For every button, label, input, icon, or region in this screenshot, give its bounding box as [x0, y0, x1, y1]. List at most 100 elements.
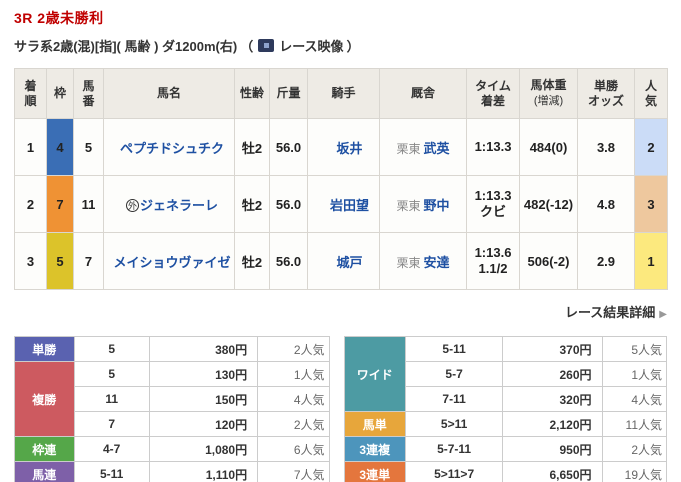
race-video-link[interactable]: レース映像 [279, 39, 344, 54]
payout-popularity: 6人気 [257, 436, 330, 462]
horse-name-cell: 外ジェネラーレ [103, 175, 235, 233]
finish-position: 2 [14, 175, 47, 233]
column-header: 着順 [14, 68, 47, 119]
payout-combination: 5 [73, 361, 150, 387]
body-weight: 506(-2) [519, 232, 578, 290]
jockey-cell: 坂井 [307, 118, 380, 176]
chevron-right-icon: ▶ [659, 309, 667, 320]
horse-name-link[interactable]: メイショウヴァイゼ [113, 254, 231, 270]
payout-amount: 380円 [148, 336, 259, 362]
horse-name-cell: ペプチドシュチク [103, 118, 235, 176]
horse-number: 5 [73, 118, 104, 176]
stable-region: 栗東 [396, 141, 421, 156]
payout-amount: 950円 [502, 436, 603, 462]
payout-combination: 5>11>7 [404, 461, 504, 482]
column-header: 馬体重 (増減) [519, 68, 578, 119]
video-icon[interactable] [258, 39, 275, 52]
column-header: 馬名 [103, 68, 235, 119]
bet-type-label: 3連複 [343, 436, 406, 462]
payout-row: 複勝 5 130円 1人気 [14, 361, 330, 437]
column-header: 人気 [634, 68, 668, 119]
race-conditions-text: サラ系2歳(混)[指]( 馬齢 ) ダ1200m(右) [14, 39, 238, 54]
payout-popularity: 1人気 [601, 361, 668, 387]
column-header: 斤量 [269, 68, 308, 119]
payout-amount: 370円 [502, 336, 603, 362]
payout-popularity: 1人気 [257, 361, 330, 387]
horse-name-link[interactable]: ペプチドシュチク [119, 140, 224, 156]
payout-combination: 11 [73, 386, 150, 412]
detail-link-row: レース結果詳細 ▶ [14, 302, 667, 322]
horse-name-link[interactable]: ジェネラーレ [139, 197, 218, 213]
column-header: 馬番 [73, 68, 104, 119]
table-row: 2 7 11 外ジェネラーレ 牡2 56.0 岩田望 栗東 野中 1:13.3 クビ 482(-12)… [14, 175, 668, 233]
horse-number: 11 [73, 175, 104, 233]
jockey-link[interactable]: 岩田望 [329, 197, 369, 213]
foreign-horse-mark: 外 [125, 198, 139, 212]
payout-amount: 120円 [148, 411, 259, 437]
payout-row: 単勝 5 380円 2人気 [14, 336, 330, 362]
payout-popularity: 19人気 [601, 461, 668, 482]
popularity-cell: 2 [634, 118, 668, 176]
detail-link-label: レース結果詳細 [564, 305, 656, 320]
win-odds: 4.8 [577, 175, 635, 233]
carried-weight: 56.0 [269, 232, 308, 290]
stable-region: 栗東 [396, 255, 421, 270]
payout-section: 単勝 5 380円 2人気 複勝 5 130円 1人気 11 150円 4人気 7 120円 2人気 枠連 4… [14, 336, 668, 482]
payout-row: 馬単 5>11 2,120円 11人気 [343, 411, 668, 437]
column-header: 枠 [46, 68, 74, 119]
frame-number: 5 [46, 232, 74, 290]
results-header-row: 着順枠馬番馬名 性齢 斤量 騎手 厩舎 タイム 着差 馬体重 (増減) 単勝 オッズ人気 [14, 68, 668, 119]
bet-type-label: 3連単 [343, 461, 406, 482]
payout-popularity: 4人気 [257, 386, 330, 412]
trainer-link[interactable]: 野中 [423, 197, 450, 213]
win-odds: 2.9 [577, 232, 635, 290]
payout-popularity: 7人気 [257, 461, 330, 482]
payout-popularity: 4人気 [601, 386, 668, 412]
race-conditions: サラ系2歳(混)[指]( 馬齢 ) ダ1200m(右) （ レース映像 ） [14, 36, 667, 55]
payout-popularity: 11人気 [601, 411, 668, 437]
carried-weight: 56.0 [269, 118, 308, 176]
race-result-detail-link[interactable]: レース結果詳細 ▶ [565, 305, 667, 320]
table-row: 3 5 7 メイショウヴァイゼ 牡2 56.0 城戸 栗東 安達 1:13.6 1.1/2 506(-… [14, 232, 668, 290]
payout-row: 3連複 5-7-11 950円 2人気 [343, 436, 668, 462]
payout-amount: 1,080円 [148, 436, 259, 462]
payout-amount: 6,650円 [502, 461, 603, 482]
carried-weight: 56.0 [269, 175, 308, 233]
payout-popularity: 2人気 [257, 336, 330, 362]
column-header: 厩舎 [379, 68, 467, 119]
payout-amount: 2,120円 [502, 411, 603, 437]
payout-row: 7 120円 2人気 [15, 411, 330, 437]
stable-cell: 栗東 安達 [379, 232, 467, 290]
jockey-cell: 岩田望 [307, 175, 380, 233]
frame-number: 4 [46, 118, 74, 176]
stable-cell: 栗東 武英 [379, 118, 467, 176]
bet-type-label: 複勝 [14, 361, 75, 437]
body-weight: 484(0) [519, 118, 578, 176]
bet-type-label: 馬単 [343, 411, 406, 437]
bet-type-label: ワイド [343, 336, 406, 412]
horse-number: 7 [73, 232, 104, 290]
bet-type-label: 単勝 [14, 336, 75, 362]
sex-age: 牡2 [234, 232, 270, 290]
bet-type-label: 枠連 [14, 436, 75, 462]
results-body: 1 4 5 ペプチドシュチク 牡2 56.0 坂井 栗東 武英 1:13.3 484(0) 3.8 2 2… [14, 118, 668, 290]
popularity-cell: 3 [634, 175, 668, 233]
time-margin-cell: 1:13.3 [466, 118, 520, 176]
jockey-link[interactable]: 城戸 [336, 254, 363, 270]
payout-combination: 5-7-11 [404, 436, 504, 462]
payout-combination: 5-11 [73, 461, 150, 482]
payout-popularity: 2人気 [601, 436, 668, 462]
payout-amount: 260円 [502, 361, 603, 387]
race-results-table: 着順枠馬番馬名 性齢 斤量 騎手 厩舎 タイム 着差 馬体重 (増減) 単勝 オッズ人気 1 4 5 ペプ… [14, 68, 668, 290]
trainer-link[interactable]: 安達 [423, 254, 450, 270]
win-odds: 3.8 [577, 118, 635, 176]
bet-type-label: 馬連 [14, 461, 75, 482]
stable-region: 栗東 [396, 198, 421, 213]
payout-popularity: 2人気 [257, 411, 330, 437]
trainer-link[interactable]: 武英 [423, 140, 450, 156]
time-margin-cell: 1:13.6 1.1/2 [466, 232, 520, 290]
payout-table-left: 単勝 5 380円 2人気 複勝 5 130円 1人気 11 150円 4人気 7 120円 2人気 枠連 4… [14, 336, 330, 482]
jockey-link[interactable]: 坂井 [336, 140, 363, 156]
horse-name-cell: メイショウヴァイゼ [103, 232, 235, 290]
